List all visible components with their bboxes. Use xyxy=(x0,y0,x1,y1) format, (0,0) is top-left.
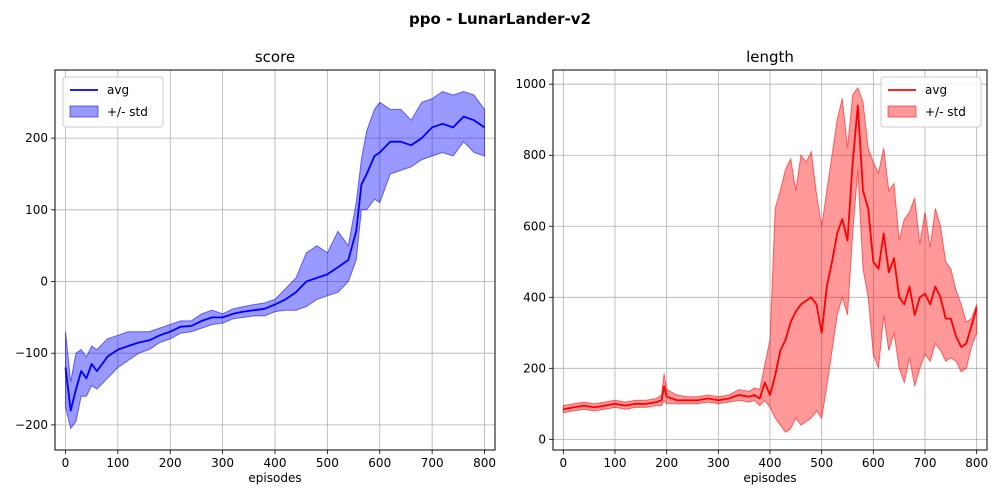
legend-std-swatch xyxy=(887,105,917,118)
x-tick-label: 200 xyxy=(159,456,182,470)
y-tick-label: 800 xyxy=(523,148,546,162)
chart-score: 0 100 200 300 400 500 600 700 800 −200 −100 0 100 200… xyxy=(15,48,496,485)
std-band xyxy=(562,86,978,433)
y-tick-label: 200 xyxy=(523,361,546,375)
y-tick-label: 1000 xyxy=(515,77,546,91)
chart-length: 0 100 200 300 400 500 600 700 800 0 200 400 600 800 10… xyxy=(515,48,988,485)
y-tick-label: 400 xyxy=(523,290,546,304)
x-axis-label: episodes xyxy=(248,471,301,485)
x-tick-label: 700 xyxy=(914,456,937,470)
x-tick-label: 600 xyxy=(368,456,391,470)
y-tick-label: 0 xyxy=(538,432,546,446)
x-tick-label: 0 xyxy=(560,456,568,470)
y-tick-label: −200 xyxy=(15,418,48,432)
x-tick-label: 0 xyxy=(62,456,70,470)
x-tick-label: 800 xyxy=(965,456,988,470)
legend-std-label: +/- std xyxy=(107,105,148,119)
legend-avg-label: avg xyxy=(107,83,129,97)
legend-avg-label: avg xyxy=(925,83,947,97)
y-tick-label: 200 xyxy=(25,131,48,145)
legend-std-swatch xyxy=(69,105,99,118)
x-tick-label: 400 xyxy=(264,456,287,470)
avg-line xyxy=(563,104,978,411)
y-tick-label: 0 xyxy=(40,275,48,289)
x-tick-label: 200 xyxy=(655,456,678,470)
figure-title: ppo - LunarLander-v2 xyxy=(409,10,591,28)
x-tick-label: 700 xyxy=(421,456,444,470)
avg-line xyxy=(64,115,486,412)
y-tick-label: −100 xyxy=(15,346,48,360)
legend-std-label: +/- std xyxy=(925,105,966,119)
y-tick-label: 600 xyxy=(523,219,546,233)
x-tick-label: 600 xyxy=(862,456,885,470)
std-band xyxy=(65,90,485,430)
x-tick-label: 100 xyxy=(604,456,627,470)
chart-title: length xyxy=(746,48,794,66)
x-axis-label: episodes xyxy=(743,471,796,485)
x-tick-label: 500 xyxy=(810,456,833,470)
x-tick-label: 300 xyxy=(211,456,234,470)
x-tick-label: 500 xyxy=(316,456,339,470)
x-tick-label: 800 xyxy=(473,456,496,470)
y-tick-label: 100 xyxy=(25,203,48,217)
x-tick-label: 300 xyxy=(707,456,730,470)
x-tick-label: 400 xyxy=(759,456,782,470)
chart-title: score xyxy=(255,48,295,66)
x-tick-label: 100 xyxy=(106,456,129,470)
